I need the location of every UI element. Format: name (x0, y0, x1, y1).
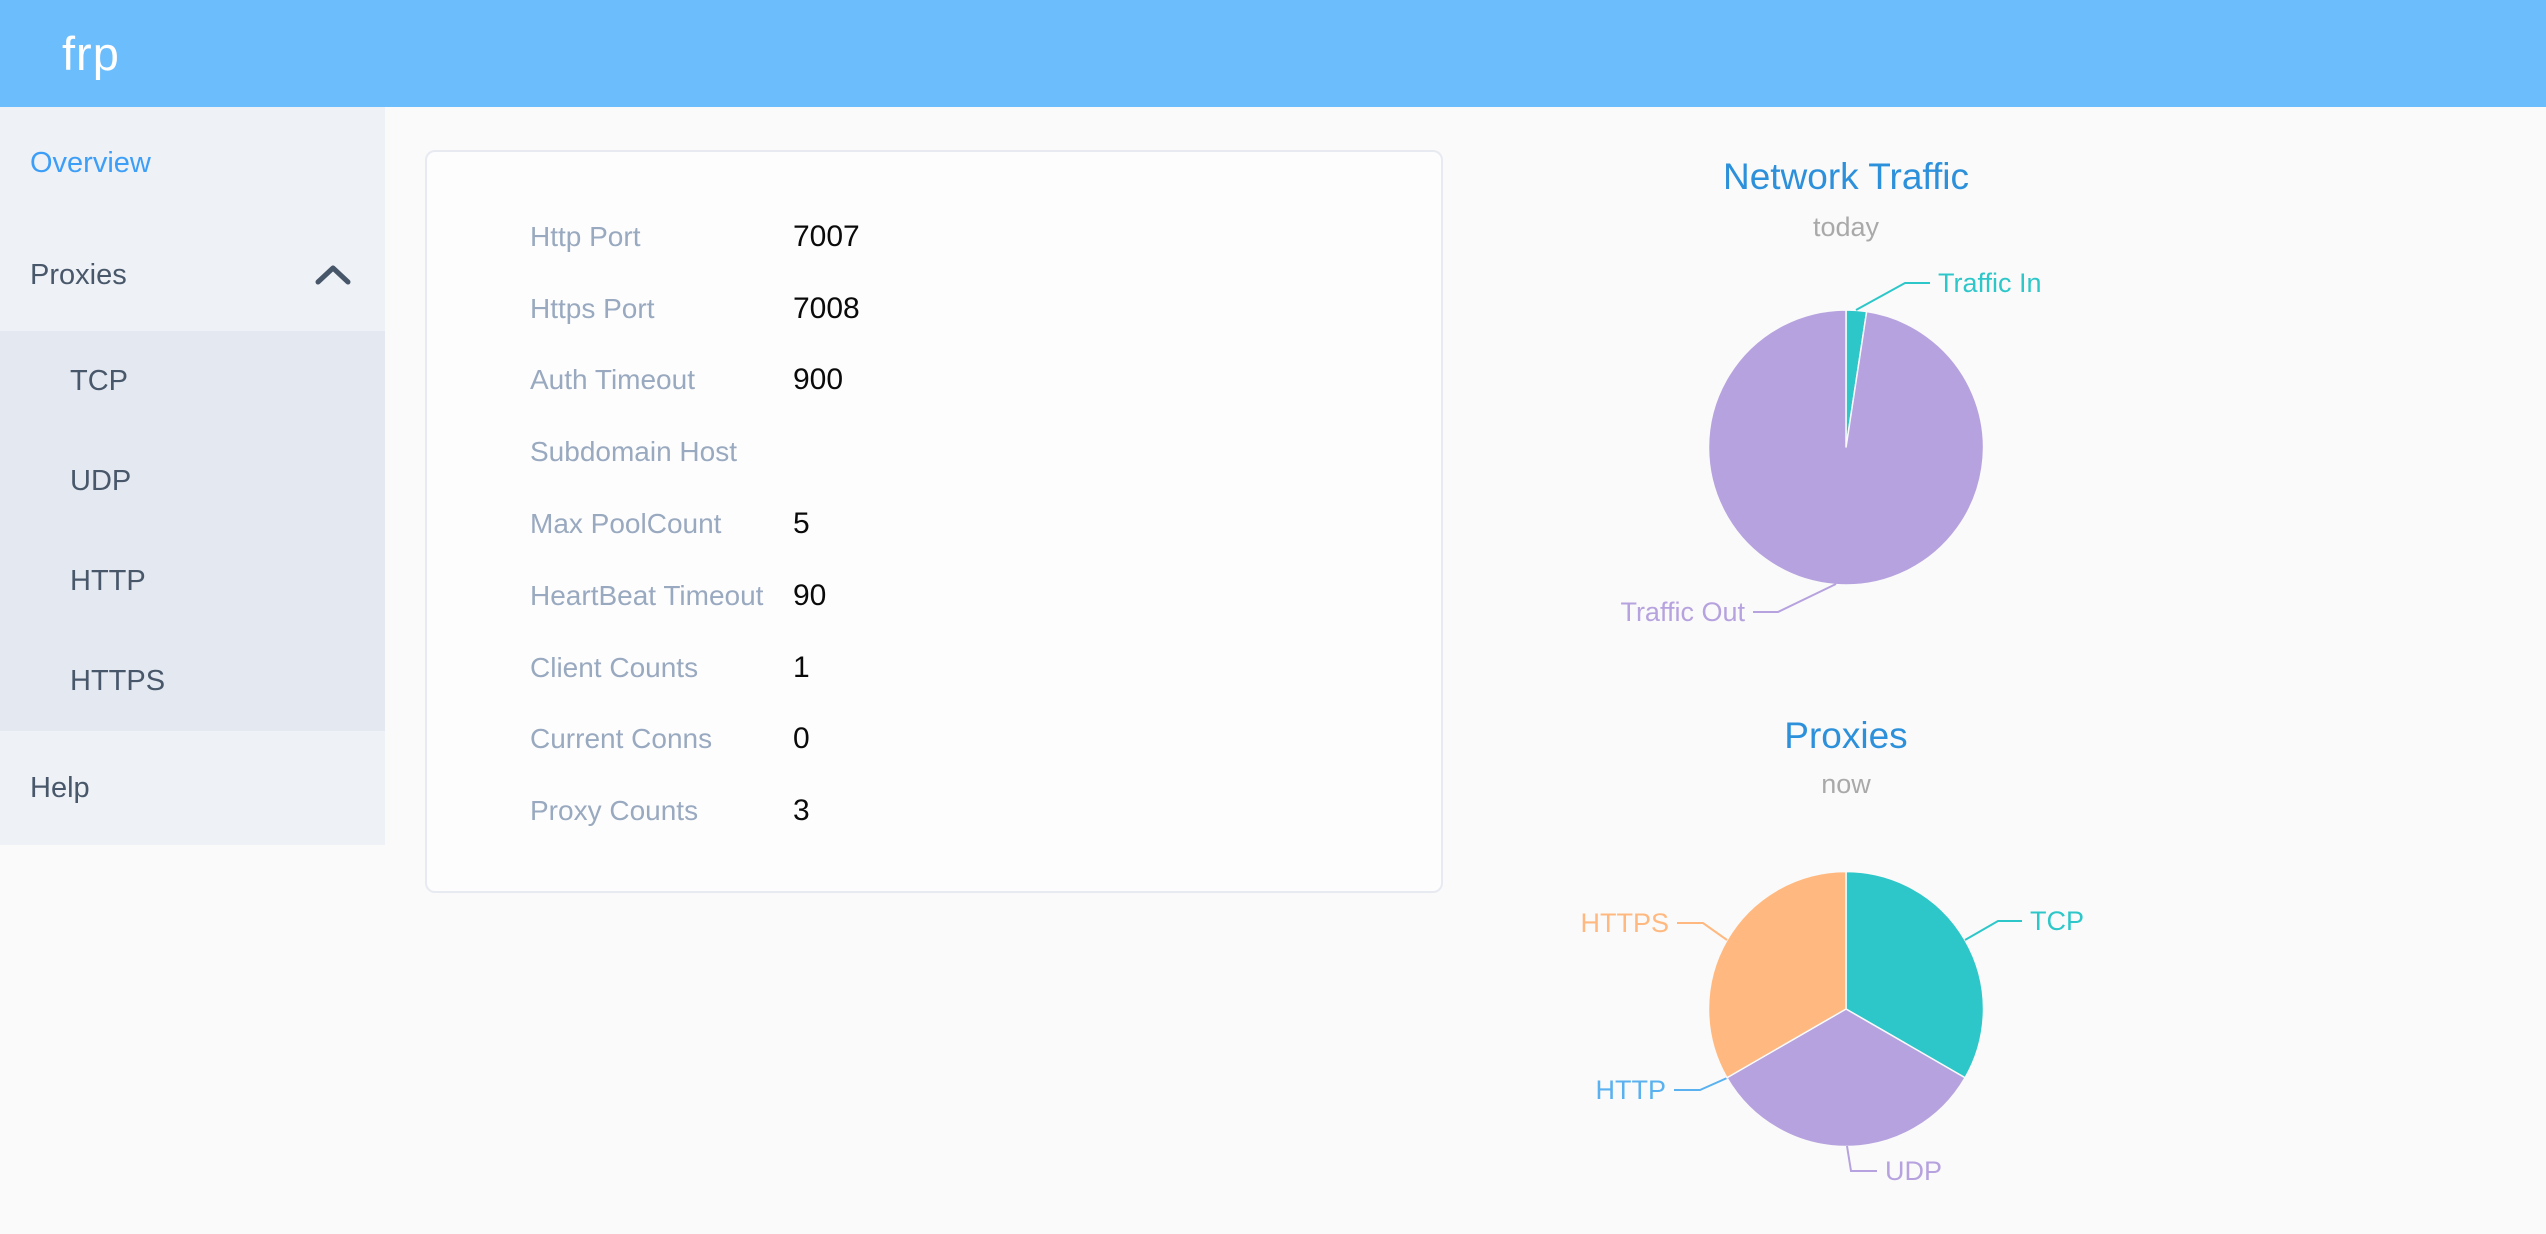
pie-slice-tcp[interactable] (1845, 870, 1985, 1079)
info-label: Proxy Counts (530, 795, 699, 827)
info-row-http-port: Http Port 7007 (427, 201, 1441, 273)
info-value: 0 (793, 722, 810, 756)
info-value: 900 (793, 363, 844, 397)
pie-label-line-tcp (1964, 920, 2022, 941)
info-value: 5 (793, 507, 810, 541)
chart-subtitle-now: now (1821, 769, 1871, 799)
info-label: Current Conns (530, 723, 713, 755)
pie-slice-traffic-out[interactable] (1707, 309, 1985, 586)
chart-subtitle-today: today (1812, 212, 1880, 242)
info-row-subdomain-host: Subdomain Host (427, 416, 1441, 488)
sidebar-item-proxies-label: Proxies (30, 258, 127, 291)
pie-label-line-https (1677, 922, 1728, 941)
pie-label-traffic-out: Traffic Out (1620, 597, 1745, 627)
info-value: 1 (793, 650, 810, 684)
info-row-proxy-counts: Proxy Counts 3 (427, 775, 1441, 847)
sidebar-item-tcp[interactable]: TCP (70, 364, 128, 397)
sidebar-item-udp[interactable]: UDP (70, 464, 132, 497)
info-row-max-poolcount: Max PoolCount 5 (427, 488, 1441, 560)
sidebar-item-overview[interactable]: Overview (30, 146, 151, 179)
sidebar-item-http[interactable]: HTTP (70, 564, 146, 597)
app-header: frp (0, 0, 2546, 107)
pie-label-line-udp (1846, 1145, 1877, 1172)
info-label: Max PoolCount (530, 508, 722, 540)
pie-label-http: HTTP (1596, 1075, 1667, 1105)
app-logo: frp (62, 27, 120, 80)
sidebar: Overview Proxies TCP UDP HTTP HTTPS Help (0, 107, 385, 1234)
info-label: Https Port (530, 292, 655, 324)
pie-label-line-http (1674, 1077, 1728, 1091)
server-info-card: Http Port 7007 Https Port 7008 Auth Time… (425, 150, 1443, 893)
info-value: 7008 (793, 291, 860, 325)
info-row-https-port: Https Port 7008 (427, 273, 1441, 345)
info-label: Subdomain Host (530, 436, 738, 468)
info-label: Http Port (530, 220, 641, 252)
info-label: Client Counts (530, 651, 699, 683)
pie-label-traffic-in: Traffic In (1938, 268, 2042, 298)
chart-title-network-traffic: Network Traffic (1722, 156, 1970, 197)
chart-title-proxies: Proxies (1784, 715, 1908, 756)
info-row-current-conns: Current Conns 0 (427, 704, 1441, 776)
info-label: HeartBeat Timeout (530, 579, 764, 611)
proxies-submenu: TCP UDP HTTP HTTPS (0, 331, 385, 731)
sidebar-item-https[interactable]: HTTPS (70, 664, 166, 697)
pie-label-tcp: TCP (2030, 906, 2084, 936)
pie-label-udp: UDP (1885, 1156, 1942, 1186)
info-row-heartbeat-timeout: HeartBeat Timeout 90 (427, 560, 1441, 632)
info-value: 90 (793, 578, 827, 612)
info-row-client-counts: Client Counts 1 (427, 632, 1441, 704)
info-label: Auth Timeout (530, 364, 695, 396)
info-row-auth-timeout: Auth Timeout 900 (427, 345, 1441, 417)
pie-slice-https[interactable] (1707, 870, 1847, 1079)
info-value: 7007 (793, 219, 860, 253)
sidebar-item-help[interactable]: Help (30, 771, 90, 804)
pie-label-line-traffic-out (1753, 583, 1837, 613)
sidebar-item-proxies[interactable]: Proxies (0, 219, 385, 331)
pie-label-https: HTTPS (1580, 908, 1669, 938)
chevron-up-icon (313, 262, 353, 288)
info-value: 3 (793, 794, 810, 828)
pie-label-line-traffic-in (1855, 282, 1930, 311)
sidebar-menu: Overview Proxies TCP UDP HTTP HTTPS Help (0, 107, 385, 845)
